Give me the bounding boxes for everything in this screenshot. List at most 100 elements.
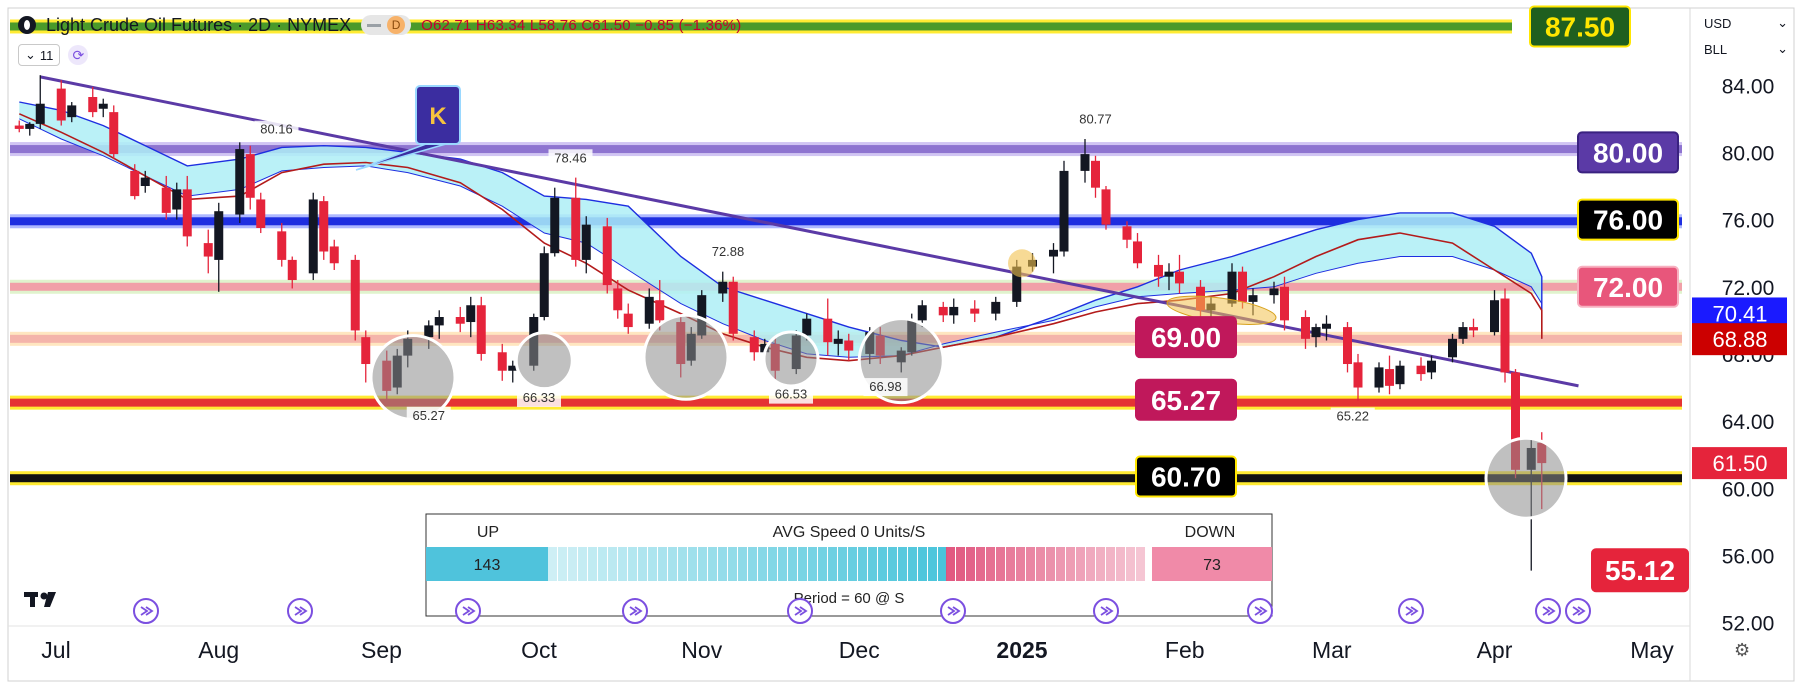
candle[interactable]: [1080, 138, 1090, 183]
candle[interactable]: [182, 175, 192, 247]
candle[interactable]: [1059, 160, 1069, 257]
candle[interactable]: [581, 216, 591, 274]
candle[interactable]: [1490, 290, 1499, 336]
candle[interactable]: [1374, 362, 1384, 393]
level-box-55-12[interactable]: 55.12: [1591, 548, 1689, 593]
candle[interactable]: [1101, 186, 1111, 230]
candle[interactable]: [88, 86, 98, 118]
candle[interactable]: [434, 310, 444, 339]
candle[interactable]: [1448, 333, 1457, 363]
candle[interactable]: [1469, 318, 1478, 338]
currency-select[interactable]: USD ⌄: [1698, 10, 1794, 36]
level-box-65-27[interactable]: 65.27: [1135, 378, 1237, 421]
candle[interactable]: [718, 271, 728, 302]
candle[interactable]: [161, 175, 171, 220]
replay-icon[interactable]: [1535, 598, 1561, 624]
candle[interactable]: [1395, 360, 1405, 390]
candle[interactable]: [1049, 243, 1058, 274]
candle[interactable]: [25, 122, 35, 136]
replay-icon[interactable]: [1565, 598, 1591, 624]
candle[interactable]: [991, 296, 1001, 321]
candle[interactable]: [98, 98, 108, 118]
candle[interactable]: [1311, 323, 1321, 348]
level-box-80-00[interactable]: 80.00: [1577, 131, 1679, 174]
replay-icon[interactable]: [787, 598, 813, 624]
candle[interactable]: [235, 142, 245, 223]
candle[interactable]: [455, 306, 465, 333]
candle[interactable]: [361, 330, 371, 383]
settings-gear-icon[interactable]: ⚙: [1734, 640, 1751, 660]
replay-icon[interactable]: [455, 598, 481, 624]
level-box-76-00[interactable]: 76.00: [1577, 198, 1679, 241]
candle[interactable]: [749, 330, 759, 361]
candle[interactable]: [1416, 357, 1426, 381]
candle[interactable]: [14, 120, 24, 133]
candle[interactable]: [1322, 315, 1331, 341]
delayed-badge[interactable]: D: [387, 16, 406, 34]
candle[interactable]: [466, 296, 476, 338]
level-box-69-00[interactable]: 69.00: [1135, 316, 1237, 359]
level-box-87-50[interactable]: 87.50: [1529, 5, 1631, 48]
candle[interactable]: [277, 222, 287, 267]
sync-icon[interactable]: ⟳: [68, 45, 89, 65]
replay-icon[interactable]: [1093, 598, 1119, 624]
candle[interactable]: [329, 239, 339, 270]
candle[interactable]: [203, 229, 213, 274]
candle[interactable]: [350, 254, 360, 341]
candle[interactable]: [245, 145, 255, 210]
candle[interactable]: [172, 182, 182, 220]
candle[interactable]: [1353, 353, 1363, 401]
replay-icon[interactable]: [1247, 598, 1273, 624]
candle[interactable]: [623, 303, 633, 334]
candle[interactable]: [35, 75, 45, 129]
candle[interactable]: [844, 333, 854, 361]
candle[interactable]: [508, 360, 518, 383]
candle[interactable]: [1133, 233, 1142, 269]
candle[interactable]: [1458, 322, 1468, 344]
replay-icon[interactable]: [1398, 598, 1424, 624]
candle[interactable]: [476, 296, 486, 361]
candle[interactable]: [823, 298, 833, 356]
candle[interactable]: [497, 343, 507, 381]
candle[interactable]: [109, 105, 119, 160]
candle[interactable]: [130, 164, 140, 200]
candle[interactable]: [728, 276, 738, 341]
candle[interactable]: [655, 280, 665, 331]
candle[interactable]: [308, 192, 318, 281]
candle[interactable]: [571, 177, 581, 267]
candle[interactable]: [287, 256, 297, 289]
candle[interactable]: [550, 187, 560, 257]
candle[interactable]: [644, 288, 654, 329]
candle[interactable]: [56, 80, 66, 126]
visibility-pill[interactable]: D: [361, 15, 412, 35]
level-box-72-00[interactable]: 72.00: [1577, 265, 1679, 308]
hide-icon[interactable]: [367, 23, 382, 27]
candle[interactable]: [319, 196, 329, 260]
candle[interactable]: [1500, 288, 1510, 383]
candle[interactable]: [970, 300, 980, 323]
candle[interactable]: [602, 217, 612, 294]
level-box-60-70[interactable]: 60.70: [1135, 455, 1237, 498]
candle[interactable]: [938, 301, 948, 323]
candle[interactable]: [67, 102, 77, 123]
candle[interactable]: [1343, 322, 1352, 373]
candle[interactable]: [613, 280, 623, 319]
candle[interactable]: [140, 170, 150, 193]
candle[interactable]: [1164, 263, 1174, 291]
candle[interactable]: [214, 202, 224, 292]
candle[interactable]: [1269, 281, 1279, 304]
replay-icon[interactable]: [940, 598, 966, 624]
replay-icon[interactable]: [622, 598, 648, 624]
candle[interactable]: [1122, 221, 1132, 249]
candle[interactable]: [1154, 254, 1163, 287]
replay-icon[interactable]: [287, 598, 313, 624]
candle[interactable]: [1301, 310, 1310, 349]
candle[interactable]: [1385, 355, 1394, 395]
unit-select[interactable]: BLL ⌄: [1698, 36, 1794, 62]
replay-icon[interactable]: [133, 598, 159, 624]
candle[interactable]: [1280, 276, 1289, 331]
candle[interactable]: [833, 330, 843, 356]
k-callout-box[interactable]: [415, 85, 461, 145]
candle[interactable]: [539, 246, 549, 321]
